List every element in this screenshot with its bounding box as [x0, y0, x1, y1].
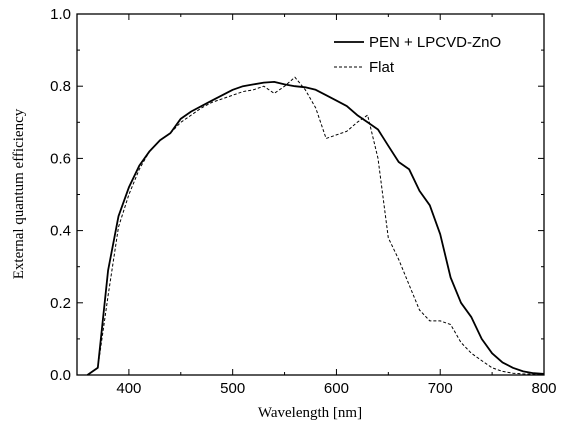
x-tick-label: 500 [220, 380, 245, 397]
y-tick-label: 0.2 [50, 295, 71, 312]
y-tick-label: 0.4 [50, 223, 71, 240]
series-group [86, 76, 545, 376]
y-tick-label: 0.6 [50, 150, 71, 167]
y-tick-label: 0.0 [50, 367, 71, 384]
axis-ticks: 400 500 600 700 800 0.0 0.2 0.4 0.6 0.8 1.0 [50, 6, 556, 397]
y-tick-label: 0.8 [50, 78, 71, 95]
series-line-pen-lpcvd-zno [86, 81, 545, 376]
x-tick-label: 700 [428, 380, 453, 397]
y-axis-label: External quantum efficiency [11, 108, 27, 279]
x-tick-label: 400 [116, 380, 141, 397]
y-tick-label: 1.0 [50, 6, 71, 23]
x-tick-label: 600 [324, 380, 349, 397]
x-tick-label: 800 [531, 380, 556, 397]
legend: PEN + LPCVD-ZnO Flat [334, 34, 501, 76]
series-line-flat [87, 76, 545, 376]
x-axis-label: Wavelength [nm] [258, 405, 362, 421]
legend-label-flat: Flat [369, 59, 395, 76]
legend-label-pen-lpcvd-zno: PEN + LPCVD-ZnO [369, 34, 501, 51]
